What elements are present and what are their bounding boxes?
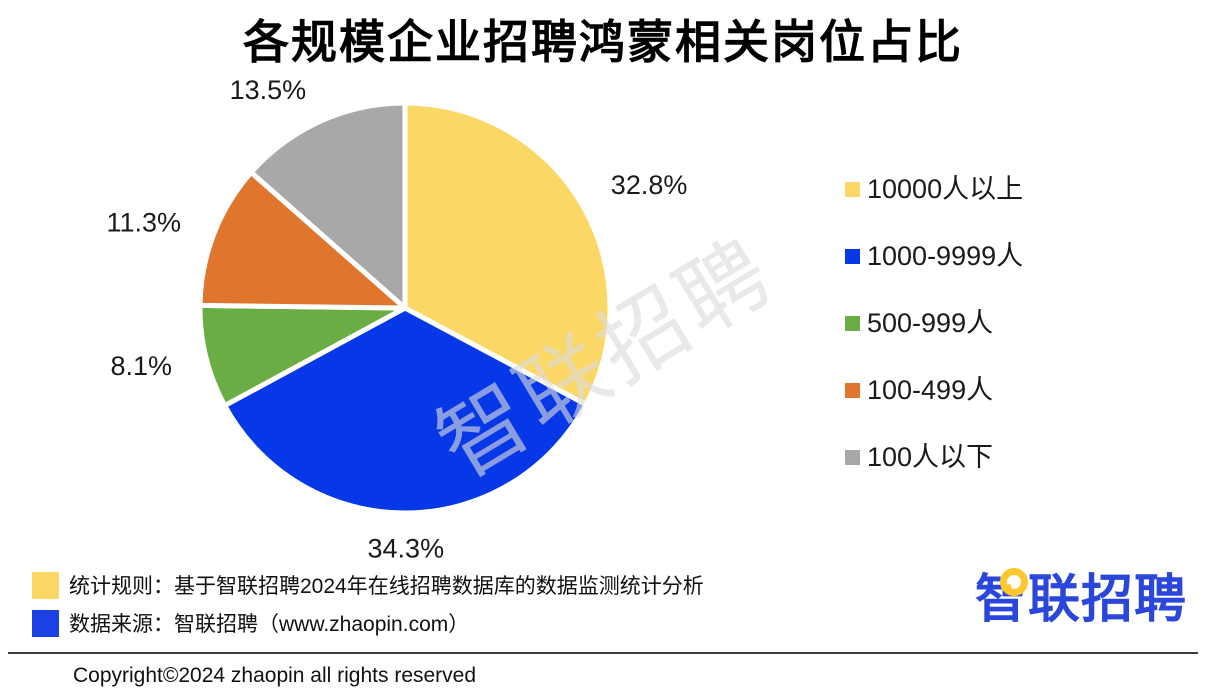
pie-value-label-0: 32.8% — [611, 170, 688, 200]
pie-value-label-3: 11.3% — [106, 207, 181, 237]
legend-swatch-icon — [845, 450, 860, 465]
footer-divider — [8, 652, 1198, 654]
legend-label: 10000人以上 — [867, 174, 1024, 204]
legend-label: 100人以下 — [867, 442, 994, 472]
legend-item: 1000-9999人 — [845, 243, 1023, 270]
legend-label: 100-499人 — [867, 375, 994, 405]
chart-title: 各规模企业招聘鸿蒙相关岗位占比 — [243, 16, 963, 68]
logo-speech-bubble-icon — [1000, 568, 1028, 596]
footnote-text: 统计规则：基于智联招聘2024年在线招聘数据库的数据监测统计分析 — [69, 575, 704, 598]
footnote-data-source: 数据来源：智联招聘（www.zhaopin.com） — [32, 608, 704, 638]
legend: 10000人以上 1000-9999人 500-999人 100-499人 10… — [845, 176, 1023, 471]
footnote-statistics-rule: 统计规则：基于智联招聘2024年在线招聘数据库的数据监测统计分析 — [32, 570, 704, 600]
copyright-text: Copyright©2024 zhaopin all rights reserv… — [73, 664, 477, 687]
legend-item: 500-999人 — [845, 310, 1023, 337]
legend-swatch-icon — [845, 182, 860, 197]
pie-slice-0 — [402, 100, 613, 407]
legend-item: 100人以下 — [845, 444, 1023, 471]
footnotes: 统计规则：基于智联招聘2024年在线招聘数据库的数据监测统计分析 数据来源：智联… — [32, 570, 704, 638]
zhaopin-logo: 智联招聘 — [975, 568, 1195, 632]
legend-item: 100-499人 — [845, 377, 1023, 404]
pie-value-label-4: 13.5% — [230, 75, 307, 105]
pie-slice-3 — [197, 169, 408, 311]
legend-swatch-icon — [845, 383, 860, 398]
legend-label: 500-999人 — [867, 308, 994, 338]
legend-swatch-icon — [845, 316, 860, 331]
footnote-text: 数据来源：智联招聘（www.zhaopin.com） — [69, 613, 470, 636]
pie-slice-4 — [248, 100, 408, 311]
legend-item: 10000人以上 — [845, 176, 1023, 203]
note-swatch-icon — [32, 609, 59, 637]
note-swatch-icon — [32, 571, 59, 599]
legend-swatch-icon — [845, 249, 860, 264]
pie-value-label-1: 34.3% — [368, 533, 445, 563]
pie-value-label-2: 8.1% — [110, 351, 172, 381]
legend-label: 1000-9999人 — [867, 241, 1024, 271]
